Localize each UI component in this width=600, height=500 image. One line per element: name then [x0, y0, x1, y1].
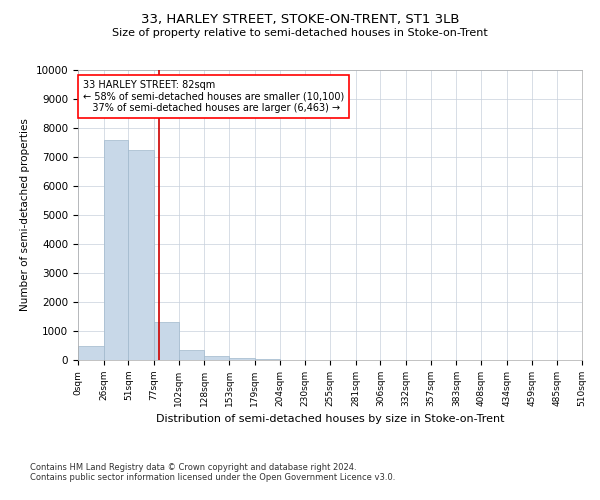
- Text: 33, HARLEY STREET, STOKE-ON-TRENT, ST1 3LB: 33, HARLEY STREET, STOKE-ON-TRENT, ST1 3…: [141, 12, 459, 26]
- Text: 33 HARLEY STREET: 82sqm
← 58% of semi-detached houses are smaller (10,100)
   37: 33 HARLEY STREET: 82sqm ← 58% of semi-de…: [83, 80, 344, 114]
- X-axis label: Distribution of semi-detached houses by size in Stoke-on-Trent: Distribution of semi-detached houses by …: [156, 414, 504, 424]
- Text: Size of property relative to semi-detached houses in Stoke-on-Trent: Size of property relative to semi-detach…: [112, 28, 488, 38]
- Bar: [78, 346, 104, 360]
- Bar: [179, 350, 205, 360]
- Y-axis label: Number of semi-detached properties: Number of semi-detached properties: [20, 118, 30, 312]
- Text: Contains HM Land Registry data © Crown copyright and database right 2024.: Contains HM Land Registry data © Crown c…: [30, 464, 356, 472]
- Bar: [154, 322, 179, 360]
- Text: Contains public sector information licensed under the Open Government Licence v3: Contains public sector information licen…: [30, 474, 395, 482]
- Bar: [255, 359, 280, 360]
- Bar: [205, 356, 229, 360]
- Bar: [104, 140, 128, 360]
- Bar: [128, 150, 154, 360]
- Bar: [229, 358, 255, 360]
